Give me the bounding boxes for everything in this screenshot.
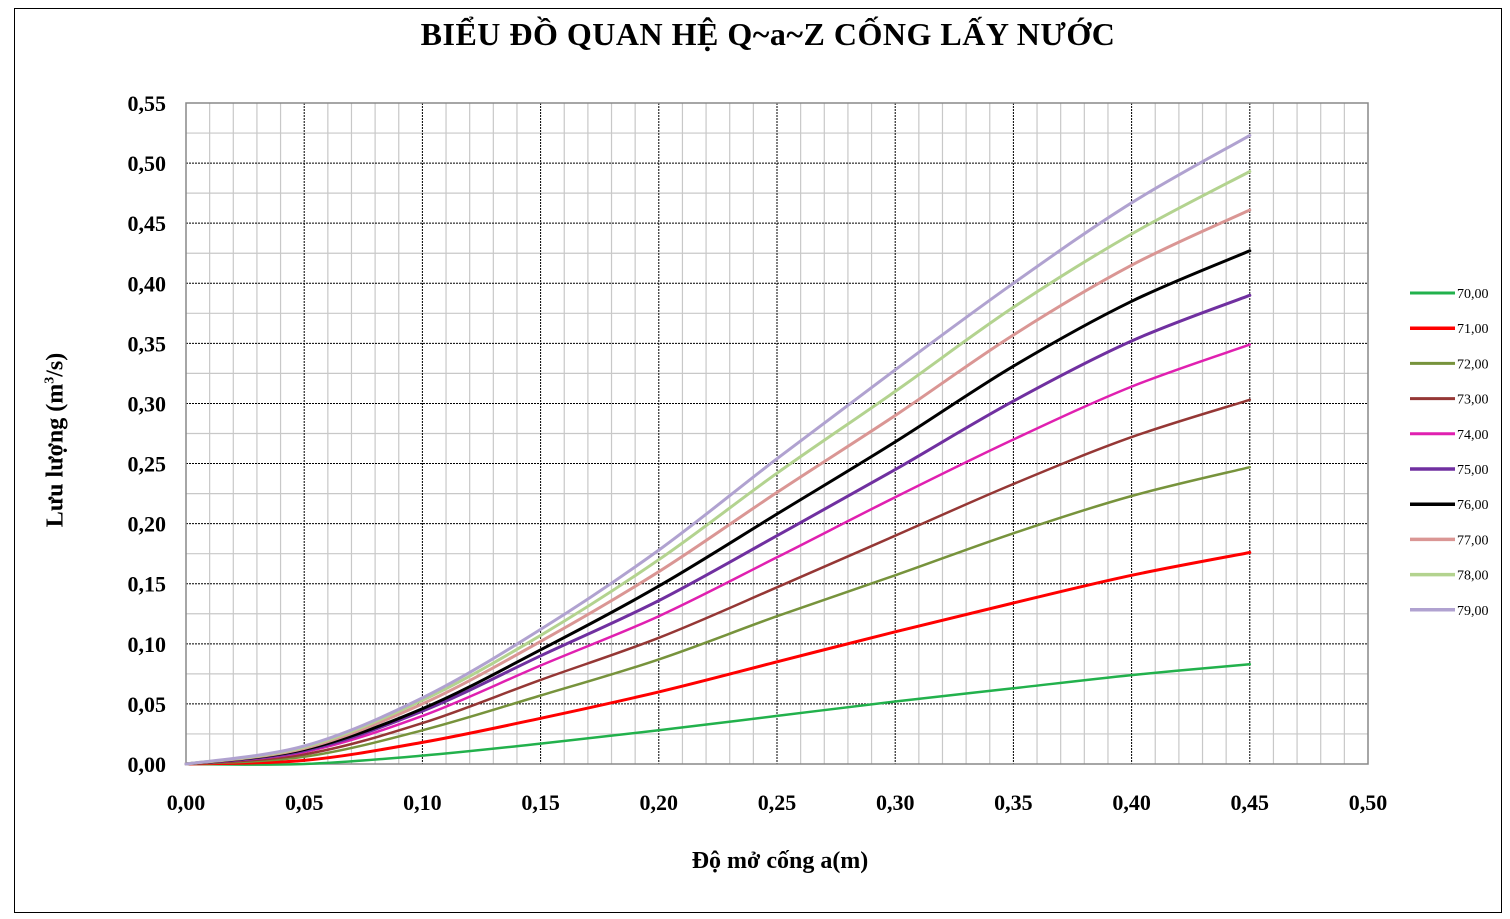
x-tick-label: 0,20 bbox=[640, 790, 679, 815]
series-line bbox=[184, 133, 1252, 766]
y-tick-label: 0,45 bbox=[128, 211, 167, 236]
y-tick-label: 0,40 bbox=[128, 271, 167, 296]
x-tick-label: 0,50 bbox=[1349, 790, 1388, 815]
legend-label: 74,00 bbox=[1457, 428, 1489, 443]
x-tick-label: 0,05 bbox=[285, 790, 324, 815]
series-line bbox=[184, 465, 1252, 766]
series-line bbox=[184, 551, 1252, 766]
x-tick-label: 0,35 bbox=[994, 790, 1033, 815]
legend-label: 75,00 bbox=[1457, 463, 1489, 478]
legend-label: 76,00 bbox=[1457, 498, 1489, 513]
legend-label: 78,00 bbox=[1457, 569, 1489, 584]
y-tick-label: 0,25 bbox=[128, 452, 167, 477]
legend-label: 72,00 bbox=[1457, 357, 1489, 372]
series-line bbox=[184, 208, 1252, 766]
series-line bbox=[184, 662, 1252, 766]
legend: 70,00 71,00 72,00 73,00 74,00 75,00 76,00 77,00… bbox=[1410, 287, 1489, 619]
y-tick-label: 0,15 bbox=[128, 572, 167, 597]
legend-label: 79,00 bbox=[1457, 604, 1489, 619]
x-tick-label: 0,45 bbox=[1231, 790, 1270, 815]
legend-label: 77,00 bbox=[1457, 533, 1489, 548]
y-tick-label: 0,50 bbox=[128, 151, 167, 176]
y-tick-label: 0,35 bbox=[128, 331, 167, 356]
x-tick-label: 0,30 bbox=[876, 790, 915, 815]
y-tick-label: 0,10 bbox=[128, 632, 167, 657]
series-lines bbox=[184, 133, 1252, 766]
series-line bbox=[184, 249, 1252, 766]
legend-label: 73,00 bbox=[1457, 393, 1489, 408]
series-line bbox=[184, 170, 1252, 766]
plot-area bbox=[185, 102, 1369, 765]
series-line bbox=[184, 343, 1252, 766]
y-tick-label: 0,00 bbox=[128, 752, 167, 777]
y-tick-label: 0,55 bbox=[128, 91, 167, 116]
x-tick-label: 0,00 bbox=[167, 790, 206, 815]
series-line bbox=[184, 293, 1252, 766]
y-tick-label: 0,05 bbox=[128, 692, 167, 717]
x-tick-label: 0,10 bbox=[403, 790, 442, 815]
legend-label: 71,00 bbox=[1457, 322, 1489, 337]
y-tick-label: 0,20 bbox=[128, 512, 167, 537]
x-tick-label: 0,15 bbox=[521, 790, 560, 815]
x-tick-label: 0,40 bbox=[1112, 790, 1151, 815]
legend-label: 70,00 bbox=[1457, 287, 1489, 302]
x-tick-label: 0,25 bbox=[758, 790, 797, 815]
y-tick-label: 0,30 bbox=[128, 391, 167, 416]
x-axis-label: Độ mở cống a(m) bbox=[691, 848, 869, 874]
series-line bbox=[184, 398, 1252, 766]
chart-title: BIỂU ĐỒ QUAN HỆ Q~a~Z CỐNG LẤY NƯỚC bbox=[420, 16, 1116, 52]
